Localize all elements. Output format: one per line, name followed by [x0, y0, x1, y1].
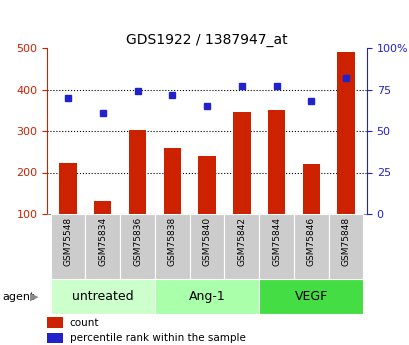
Bar [128, 130, 146, 214]
Text: agent: agent [2, 292, 34, 302]
Bar [50, 214, 85, 279]
Text: count: count [70, 318, 99, 328]
Text: GSM75834: GSM75834 [98, 217, 107, 266]
Bar [47, 333, 63, 344]
Bar [59, 164, 76, 214]
Bar [267, 110, 285, 214]
Bar [189, 214, 224, 279]
Bar [302, 164, 319, 214]
Text: GSM75840: GSM75840 [202, 217, 211, 266]
Title: GDS1922 / 1387947_at: GDS1922 / 1387947_at [126, 33, 287, 47]
Text: ▶: ▶ [29, 292, 38, 302]
Text: GSM75848: GSM75848 [341, 217, 350, 266]
Bar [224, 214, 258, 279]
Bar [328, 214, 363, 279]
Text: percentile rank within the sample: percentile rank within the sample [70, 333, 245, 343]
Bar [155, 214, 189, 279]
Bar [163, 148, 180, 214]
Text: GSM75844: GSM75844 [272, 217, 281, 266]
Bar [293, 214, 328, 279]
Bar [47, 317, 63, 328]
Bar [198, 156, 215, 214]
Bar [120, 214, 155, 279]
Text: GSM75842: GSM75842 [237, 217, 246, 266]
Bar [258, 279, 363, 314]
Text: GSM75846: GSM75846 [306, 217, 315, 266]
Text: Ang-1: Ang-1 [188, 290, 225, 303]
Bar [337, 52, 354, 214]
Text: VEGF: VEGF [294, 290, 327, 303]
Bar [258, 214, 293, 279]
Text: GSM75838: GSM75838 [167, 217, 176, 266]
Bar [233, 112, 250, 214]
Text: GSM75836: GSM75836 [133, 217, 142, 266]
Bar [155, 279, 258, 314]
Text: GSM75548: GSM75548 [63, 217, 72, 266]
Text: untreated: untreated [72, 290, 133, 303]
Bar [85, 214, 120, 279]
Bar [94, 201, 111, 214]
Bar [50, 279, 155, 314]
